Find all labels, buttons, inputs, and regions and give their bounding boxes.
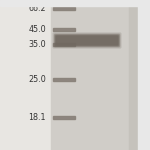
Bar <box>53 28 75 31</box>
Text: 25.0: 25.0 <box>28 75 46 84</box>
FancyBboxPatch shape <box>56 35 118 46</box>
Bar <box>53 43 75 46</box>
Bar <box>138 0 150 150</box>
Bar <box>51 0 129 150</box>
Text: 45.0: 45.0 <box>28 25 46 34</box>
Bar <box>53 7 75 10</box>
FancyBboxPatch shape <box>54 34 120 47</box>
FancyBboxPatch shape <box>52 32 122 49</box>
Bar <box>0 0 150 6</box>
Bar <box>53 116 75 118</box>
Bar <box>0 0 51 150</box>
Bar <box>53 78 75 81</box>
FancyBboxPatch shape <box>55 34 119 46</box>
Text: 18.1: 18.1 <box>28 112 46 122</box>
Text: 35.0: 35.0 <box>28 40 46 49</box>
Text: 66.2: 66.2 <box>28 4 46 13</box>
Bar <box>129 0 150 150</box>
